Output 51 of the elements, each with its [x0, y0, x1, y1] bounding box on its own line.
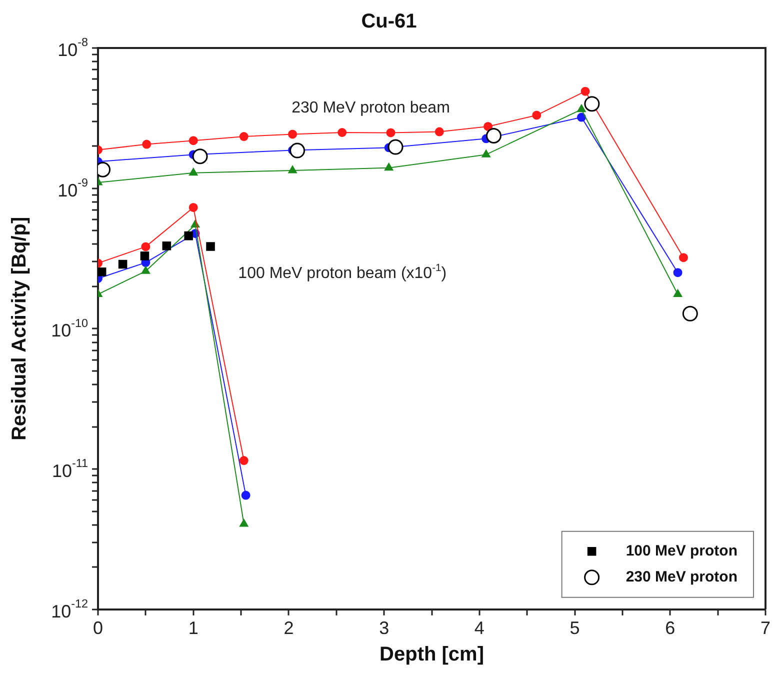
legend-label: 230 MeV proton: [626, 568, 738, 586]
point: [584, 96, 600, 112]
point: [486, 128, 502, 144]
legend-label: 100 MeV proton: [626, 542, 738, 560]
point: [673, 268, 682, 278]
point: [141, 242, 150, 252]
point: [142, 140, 152, 149]
x-tick-label: 0: [93, 618, 104, 638]
point: [577, 104, 586, 112]
x-tick-label: 5: [570, 618, 580, 638]
point: [484, 122, 493, 131]
point: [188, 136, 198, 146]
point: [580, 86, 590, 96]
point: [386, 128, 396, 138]
point: [388, 139, 404, 155]
x-tick-label: 1: [188, 618, 198, 638]
point: [482, 150, 491, 158]
point: [338, 128, 347, 137]
point: [288, 166, 297, 174]
point: [434, 127, 444, 136]
point: [532, 110, 542, 120]
point: [206, 242, 215, 251]
annotation: 230 MeV proton beam: [292, 100, 450, 117]
x-tick-label: 2: [284, 618, 294, 638]
point: [184, 231, 193, 240]
point: [192, 148, 208, 164]
point: [288, 130, 298, 139]
y-axis-title: Residual Activity [Bq/p]: [8, 216, 31, 441]
point: [239, 456, 248, 466]
point: [98, 267, 106, 276]
point: [162, 242, 172, 250]
point: [384, 162, 394, 171]
x-tick-label: 3: [379, 618, 390, 638]
point: [682, 306, 698, 322]
point: [678, 253, 688, 262]
point: [118, 260, 128, 269]
x-tick-label: 7: [760, 618, 771, 638]
x-tick-label: 6: [665, 618, 676, 638]
point: [290, 142, 306, 158]
point: [188, 202, 198, 212]
point: [140, 252, 150, 260]
x-tick-label: 4: [474, 618, 484, 638]
point: [576, 112, 586, 122]
point: [241, 490, 250, 500]
point: [188, 168, 198, 176]
point: [141, 266, 150, 274]
point: [240, 518, 248, 527]
point: [673, 289, 682, 297]
point: [239, 132, 248, 142]
x-axis-title: Depth [cm]: [380, 644, 484, 666]
chart-title: Cu-61: [361, 10, 417, 33]
